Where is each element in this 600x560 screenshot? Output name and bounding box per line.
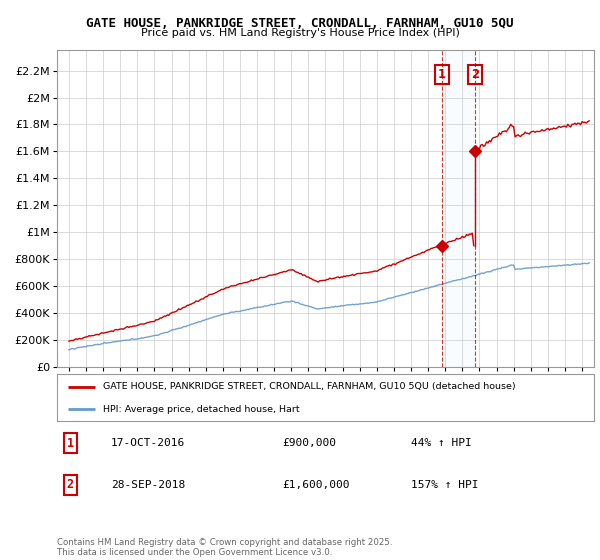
Text: Contains HM Land Registry data © Crown copyright and database right 2025.
This d: Contains HM Land Registry data © Crown c… (57, 538, 392, 557)
Text: HPI: Average price, detached house, Hart: HPI: Average price, detached house, Hart (103, 405, 299, 414)
Text: £1,600,000: £1,600,000 (283, 480, 350, 490)
Text: 2: 2 (471, 68, 479, 81)
Text: Price paid vs. HM Land Registry's House Price Index (HPI): Price paid vs. HM Land Registry's House … (140, 28, 460, 38)
Text: 28-SEP-2018: 28-SEP-2018 (111, 480, 185, 490)
Text: GATE HOUSE, PANKRIDGE STREET, CRONDALL, FARNHAM, GU10 5QU: GATE HOUSE, PANKRIDGE STREET, CRONDALL, … (86, 17, 514, 30)
Text: £900,000: £900,000 (283, 438, 337, 449)
Text: 44% ↑ HPI: 44% ↑ HPI (412, 438, 472, 449)
Text: GATE HOUSE, PANKRIDGE STREET, CRONDALL, FARNHAM, GU10 5QU (detached house): GATE HOUSE, PANKRIDGE STREET, CRONDALL, … (103, 382, 515, 391)
Text: 1: 1 (438, 68, 446, 81)
Text: 17-OCT-2016: 17-OCT-2016 (111, 438, 185, 449)
Bar (442, 50, 475, 367)
Text: 1: 1 (67, 437, 74, 450)
Text: 157% ↑ HPI: 157% ↑ HPI (412, 480, 479, 490)
Text: 2: 2 (67, 478, 74, 491)
